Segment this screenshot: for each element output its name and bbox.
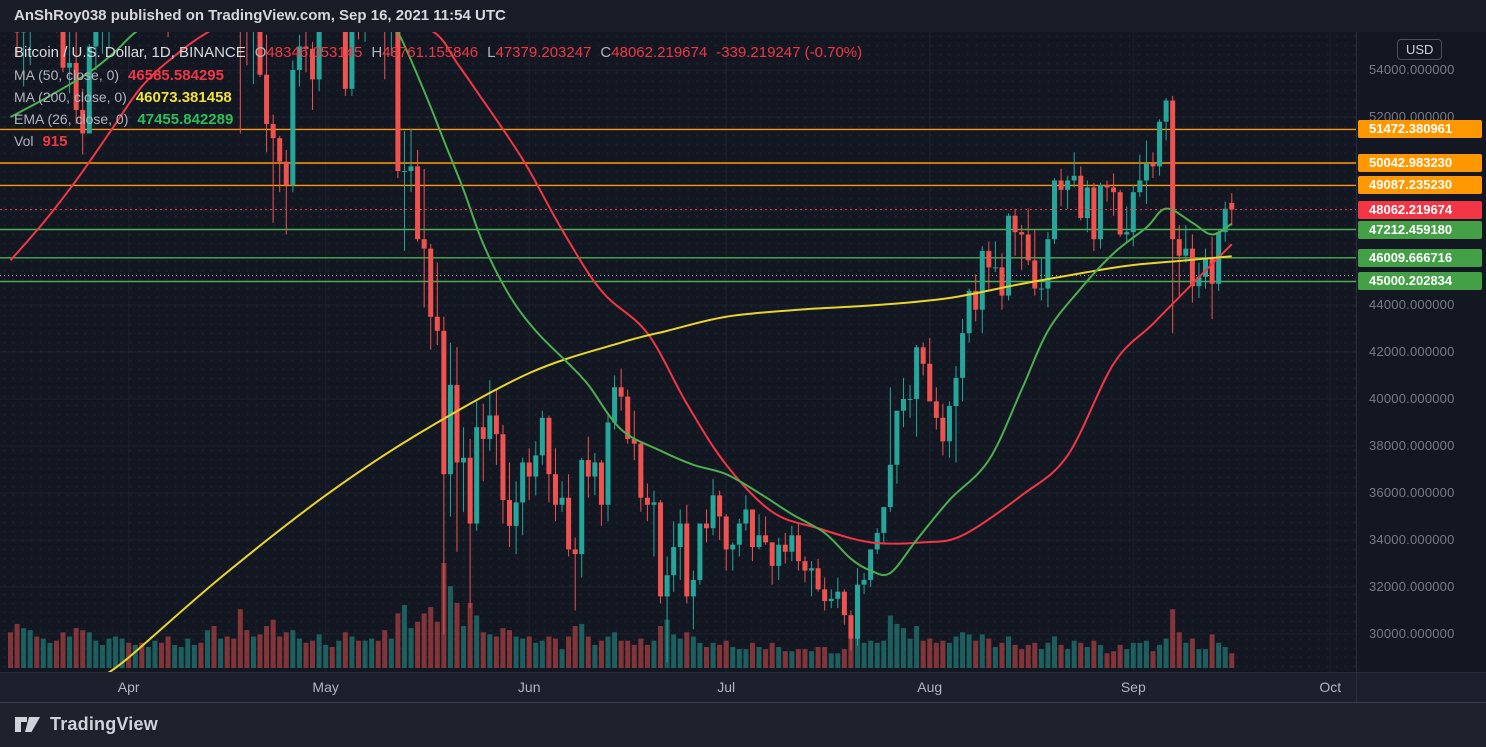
price-tick-label: 36000.000000 [1369,485,1455,500]
time-axis[interactable]: Apr May Jun Jul Aug Sep Oct [0,672,1486,703]
tradingview-brand: TradingView [50,714,158,734]
price-chart-canvas[interactable] [0,32,1356,672]
snapshot-header: AnShRoy038 published on TradingView.com,… [0,0,1486,32]
ma50-line [9,32,1233,545]
grid [0,32,1356,672]
price-level-badge: 49087.235230 [1358,176,1482,195]
price-tick-label: 44000.000000 [1369,297,1455,312]
month-tick-label: Jul [717,679,736,695]
price-level-badge: 45000.202834 [1358,272,1482,291]
price-tick-label: 42000.000000 [1369,344,1455,359]
price-tick-label: 52000.000000 [1369,109,1455,124]
volume-series [8,563,1235,668]
price-tick-label: 32000.000000 [1369,579,1455,594]
footer: TradingView [0,703,1486,747]
currency-button[interactable]: USD [1397,39,1443,60]
price-tick-label: 38000.000000 [1369,438,1455,453]
month-tick-label: Aug [917,679,943,695]
price-level-badge: 50042.983230 [1358,153,1482,172]
horizontal-price-lines [0,128,1356,283]
tradingview-logo-icon [15,717,40,732]
month-tick-label: May [312,679,339,695]
price-axis[interactable]: USD 54000.00000052000.00000050000.000000… [1356,32,1486,703]
price-level-badge: 51472.380961 [1358,120,1482,139]
axis-corner-divider [1356,673,1357,702]
month-tick-label: Sep [1120,679,1146,695]
candlestick-series [14,32,1235,663]
price-tick-label: 34000.000000 [1369,532,1455,547]
price-level-badge: 46009.666716 [1358,248,1482,267]
ema26-line [10,32,1233,577]
month-tick-label: Oct [1319,679,1342,695]
chart-area: Bitcoin / U.S. Dollar, 1D, BINANCE O48346… [0,32,1486,703]
tradingview-home-link[interactable]: TradingView [14,713,158,736]
price-tick-label: 54000.000000 [1369,62,1455,77]
price-tick-label: 30000.000000 [1369,626,1455,641]
price-level-badge: 48062.219674 [1358,200,1482,219]
price-level-badge: 47212.459180 [1358,220,1482,239]
month-tick-label: Apr [117,679,140,695]
price-tick-label: 40000.000000 [1369,391,1455,406]
ma200-line [107,255,1232,672]
month-tick-label: Jun [517,679,541,695]
snapshot-title: AnShRoy038 published on TradingView.com,… [14,7,506,24]
